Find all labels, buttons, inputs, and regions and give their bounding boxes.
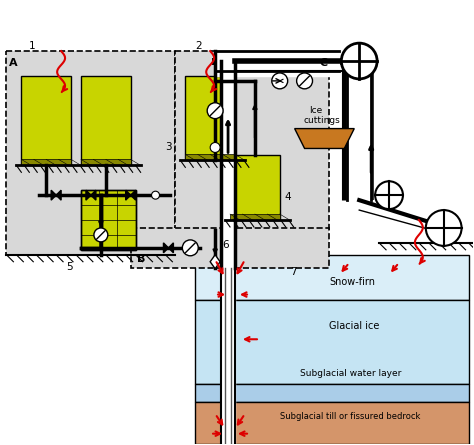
Circle shape bbox=[426, 210, 462, 246]
Text: 7: 7 bbox=[290, 267, 296, 277]
Text: 1: 1 bbox=[29, 41, 36, 51]
Text: cuttings: cuttings bbox=[303, 116, 340, 125]
Text: Subglacial water layer: Subglacial water layer bbox=[300, 369, 401, 378]
Circle shape bbox=[210, 142, 220, 153]
Circle shape bbox=[341, 43, 377, 79]
Bar bbox=[195, 384, 468, 402]
Text: 5: 5 bbox=[66, 262, 73, 272]
Circle shape bbox=[94, 228, 108, 242]
Polygon shape bbox=[164, 243, 168, 253]
Bar bbox=[230, 155, 280, 220]
Text: 4: 4 bbox=[285, 192, 292, 202]
Text: 3: 3 bbox=[165, 142, 172, 153]
Text: Subglacial till or fissured bedrock: Subglacial till or fissured bedrock bbox=[280, 412, 420, 421]
Bar bbox=[230, 214, 280, 220]
Bar bbox=[81, 190, 136, 250]
Text: Ice: Ice bbox=[310, 106, 323, 115]
Text: A: A bbox=[9, 58, 18, 68]
Polygon shape bbox=[168, 243, 173, 253]
Bar bbox=[185, 76, 235, 160]
Bar bbox=[81, 76, 131, 166]
Circle shape bbox=[152, 191, 159, 199]
Circle shape bbox=[272, 73, 288, 89]
Bar bbox=[175, 51, 329, 230]
Circle shape bbox=[207, 103, 223, 119]
Text: 6: 6 bbox=[222, 240, 229, 250]
Bar bbox=[195, 255, 468, 299]
Polygon shape bbox=[131, 190, 136, 200]
Text: Glacial ice: Glacial ice bbox=[329, 321, 380, 332]
Circle shape bbox=[375, 181, 403, 209]
Bar bbox=[195, 402, 468, 444]
Circle shape bbox=[297, 73, 312, 89]
Polygon shape bbox=[295, 129, 354, 149]
Circle shape bbox=[182, 240, 198, 256]
Text: C: C bbox=[319, 58, 328, 68]
Polygon shape bbox=[126, 190, 131, 200]
Text: 2: 2 bbox=[195, 41, 202, 51]
Bar bbox=[131, 228, 329, 268]
Polygon shape bbox=[86, 190, 91, 200]
Polygon shape bbox=[56, 190, 61, 200]
Bar bbox=[185, 154, 235, 160]
Polygon shape bbox=[91, 190, 96, 200]
Bar bbox=[195, 299, 468, 384]
Bar bbox=[21, 159, 71, 166]
Text: Snow-firn: Snow-firn bbox=[329, 277, 375, 287]
Text: B: B bbox=[137, 254, 145, 264]
Bar bbox=[7, 51, 175, 255]
Bar bbox=[81, 159, 131, 166]
Bar bbox=[21, 76, 71, 166]
Bar bbox=[81, 190, 136, 250]
Polygon shape bbox=[210, 255, 220, 269]
Polygon shape bbox=[51, 190, 56, 200]
